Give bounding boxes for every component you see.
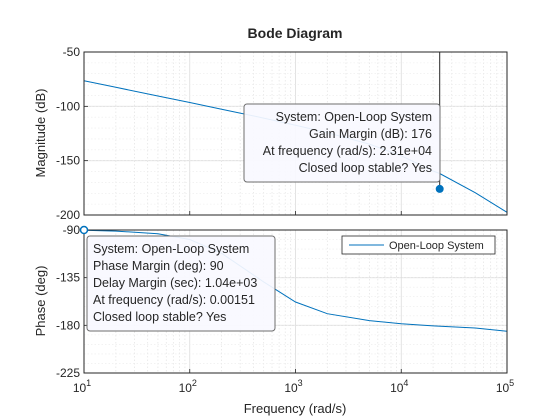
y-tick-label: -90 [63, 223, 81, 237]
y-tick-label: -150 [56, 154, 80, 168]
x-tick-label: 105 [496, 378, 514, 395]
datatip-line: Phase Margin (deg): 90 [93, 259, 224, 273]
legend[interactable]: Open-Loop System [341, 235, 496, 255]
x-tick-label: 103 [284, 378, 302, 395]
y-tick-label: -50 [63, 45, 81, 59]
phase-ylabel: Phase (deg) [33, 266, 48, 337]
datatip-line: System: Open-Loop System [276, 110, 432, 124]
y-tick-label: -135 [56, 271, 80, 285]
y-tick-label: -200 [56, 208, 80, 222]
datatip-line: Closed loop stable? Yes [93, 310, 226, 324]
magnitude-ylabel: Magnitude (dB) [33, 89, 48, 178]
phase-margin-marker[interactable] [79, 225, 89, 235]
legend-box [341, 235, 496, 255]
datatip-line: Gain Margin (dB): 176 [309, 127, 432, 141]
x-tick-labels: 101 102 103 104 105 [73, 211, 514, 395]
datatip-box [86, 235, 276, 332]
x-tick-label: 101 [73, 378, 91, 395]
datatip-line: Delay Margin (sec): 1.04e+03 [93, 276, 257, 290]
gain-margin-datatip[interactable]: System: Open-Loop System Gain Margin (dB)… [243, 103, 441, 183]
datatip-line: Closed loop stable? Yes [299, 161, 432, 175]
datatip-line: System: Open-Loop System [93, 242, 249, 256]
magnitude-y-ticks: -50 -100 -150 -200 [56, 45, 88, 222]
chart-title: Bode Diagram [248, 25, 343, 41]
phase-margin-datatip[interactable]: System: Open-Loop System Phase Margin (de… [86, 235, 276, 332]
x-tick-label: 102 [179, 378, 197, 395]
datatip-line: At frequency (rad/s): 2.31e+04 [263, 144, 432, 158]
y-tick-label: -225 [56, 366, 80, 380]
gain-margin-marker[interactable] [435, 184, 444, 193]
x-axis-label: Frequency (rad/s) [244, 401, 347, 416]
phase-y-ticks: -90 -135 -180 -225 [56, 223, 88, 380]
legend-entry-open-loop-system: Open-Loop System [389, 240, 484, 252]
datatip-box [243, 103, 441, 183]
datatip-line: At frequency (rad/s): 0.00151 [93, 293, 255, 307]
y-tick-label: -180 [56, 318, 80, 332]
x-tick-label: 104 [390, 378, 408, 395]
phase-series-line [83, 229, 508, 332]
y-tick-label: -100 [56, 99, 80, 113]
